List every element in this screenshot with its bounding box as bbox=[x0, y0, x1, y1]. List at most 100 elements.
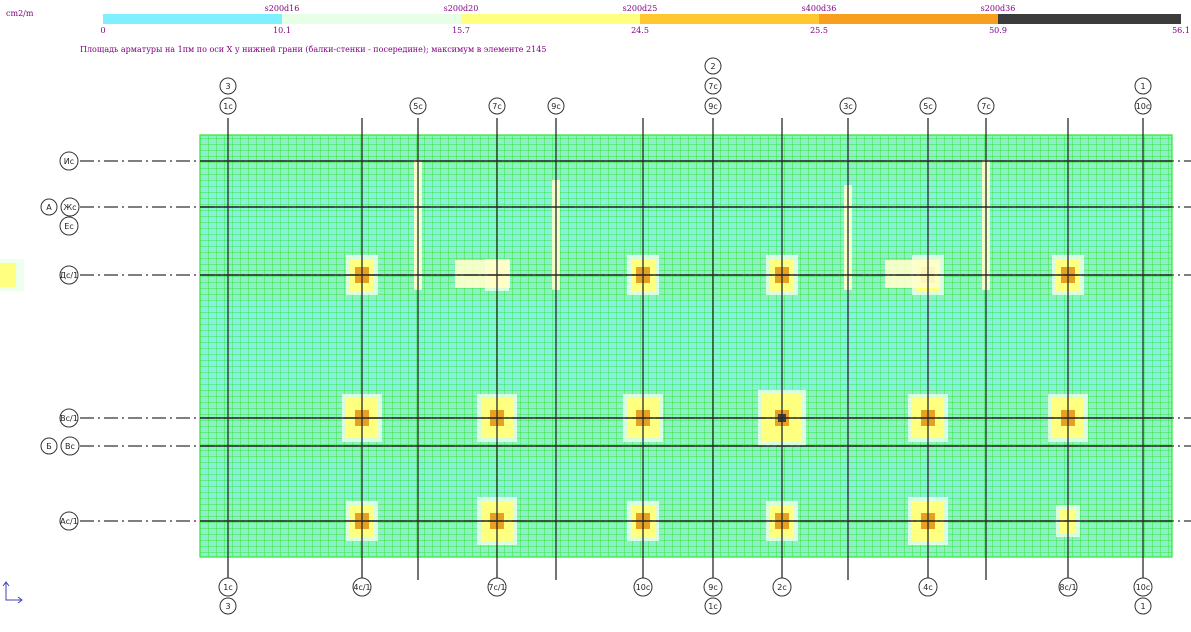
bottom-axis-marker-text: 4с/1 bbox=[353, 583, 370, 592]
top-axis-marker-text: 10с bbox=[1136, 102, 1151, 111]
left-axis-marker-shape bbox=[59, 216, 79, 236]
slab-outline bbox=[199, 134, 1173, 558]
legend-segment bbox=[819, 14, 998, 24]
top-big-axis-marker-text: 2 bbox=[710, 62, 715, 71]
legend-value-label: 24.5 bbox=[631, 26, 649, 35]
top-big-axis-marker-shape bbox=[219, 77, 237, 95]
legend-rebar-label: s200d16 bbox=[264, 4, 300, 13]
slab-contour bbox=[199, 134, 1173, 558]
bottom-axis-marker-shape bbox=[218, 577, 238, 597]
bottom-axis-marker: 4с bbox=[918, 577, 938, 597]
bottom-big-axis-marker-text: 3 bbox=[225, 602, 230, 611]
bottom-axis-marker-text: 8с/1 bbox=[1059, 583, 1076, 592]
bottom-big-axis-marker-shape bbox=[219, 597, 237, 615]
left-big-axis-marker: А bbox=[40, 198, 58, 216]
bottom-big-axis-marker-shape bbox=[704, 597, 722, 615]
left-axis-marker-shape bbox=[60, 197, 80, 217]
bottom-axis-marker: 1с bbox=[218, 577, 238, 597]
top-axis-marker-shape bbox=[839, 97, 857, 115]
legend-rebar-label: s400d36 bbox=[801, 4, 837, 13]
left-axis-marker-text: Вс/1 bbox=[60, 414, 78, 423]
left-axis-marker-shape bbox=[59, 511, 79, 531]
top-axis-marker-text: 3с bbox=[843, 102, 853, 111]
coordinate-system-indicator bbox=[0, 578, 30, 610]
top-big-axis-marker-text: 1 bbox=[1140, 82, 1145, 91]
bottom-axis-marker-shape bbox=[487, 577, 507, 597]
legend-value-label: 56.1 bbox=[1172, 26, 1190, 35]
legend-segment bbox=[282, 14, 461, 24]
bottom-axis-marker: 10с bbox=[1133, 577, 1153, 597]
bottom-axis-marker-shape bbox=[918, 577, 938, 597]
bottom-axis-marker: 2с bbox=[772, 577, 792, 597]
top-axis-marker-shape bbox=[977, 97, 995, 115]
bottom-axis-marker-text: 1с bbox=[223, 583, 233, 592]
bottom-axis-marker-shape bbox=[352, 577, 372, 597]
legend-value-label: 50.9 bbox=[989, 26, 1007, 35]
bottom-axis-marker: 8с/1 bbox=[1058, 577, 1078, 597]
left-axis-marker-shape bbox=[59, 408, 79, 428]
bottom-axis-marker: 7с/1 bbox=[487, 577, 507, 597]
left-axis-marker-shape bbox=[59, 265, 79, 285]
hotspot-yellow bbox=[885, 260, 940, 288]
bottom-axis-marker-text: 4с bbox=[923, 583, 933, 592]
left-axis-marker-text: Ис bbox=[64, 157, 74, 166]
bottom-axis-marker-shape bbox=[772, 577, 792, 597]
bottom-axis-marker-text: 9с bbox=[708, 583, 718, 592]
top-axis-marker-text: 5с bbox=[413, 102, 423, 111]
legend-rebar-label: s200d20 bbox=[443, 4, 479, 13]
left-axis-marker: Вс bbox=[60, 436, 80, 456]
legend-segment bbox=[461, 14, 640, 24]
top-axis-marker-shape bbox=[488, 97, 506, 115]
bottom-big-axis-marker-text: 1 bbox=[1140, 602, 1145, 611]
bottom-axis-marker-text: 10с bbox=[636, 583, 651, 592]
top-axis-marker: 5с bbox=[919, 97, 937, 115]
left-axis-marker-shape bbox=[59, 151, 79, 171]
bottom-axis-marker-text: 2с bbox=[777, 583, 787, 592]
legend-color-bar bbox=[103, 14, 1181, 24]
legend-value-label: 15.7 bbox=[452, 26, 470, 35]
top-big-axis-marker-shape bbox=[704, 57, 722, 75]
bottom-big-axis-marker-text: 1с bbox=[708, 602, 718, 611]
units-label: cm2/m bbox=[6, 9, 34, 18]
top-big-axis-marker: 3 bbox=[219, 77, 237, 95]
legend-value-label: 25.5 bbox=[810, 26, 828, 35]
top-big-axis-marker-text: 3 bbox=[225, 82, 230, 91]
top-big-axis-marker: 2 bbox=[704, 57, 722, 75]
left-axis-marker-text: Жс bbox=[63, 203, 76, 212]
left-axis-marker: Жс bbox=[60, 197, 80, 217]
legend-segment bbox=[103, 14, 282, 24]
top-big-axis-marker-shape bbox=[1134, 77, 1152, 95]
bottom-axis-marker: 9с bbox=[703, 577, 723, 597]
bottom-axis-marker-text: 7с/1 bbox=[488, 583, 505, 592]
bottom-axis-marker-shape bbox=[703, 577, 723, 597]
bottom-big-axis-marker: 1 bbox=[1134, 597, 1152, 615]
left-axis-marker-text: Ес bbox=[64, 222, 73, 231]
top-axis-marker-shape bbox=[409, 97, 427, 115]
top-axis-marker: 3с bbox=[839, 97, 857, 115]
diagram-title: Площадь арматуры на 1пм по оси X у нижне… bbox=[80, 45, 547, 54]
left-axis-marker-shape bbox=[60, 436, 80, 456]
legend-rebar-label: s200d36 bbox=[980, 4, 1016, 13]
top-axis-marker-text: 7с bbox=[981, 102, 991, 111]
grid-axes: 1с 5с 7с 9с 9с 3с 5с 7с 10с 7с 3 2 1 1с 4с/1 7с/1 10с 9с 2… bbox=[40, 57, 1191, 615]
top-big-axis-marker: 1 bbox=[1134, 77, 1152, 95]
top-axis-marker-text: 1с bbox=[223, 102, 233, 111]
hotspot-yellow bbox=[0, 263, 16, 287]
legend-value-label: 10.1 bbox=[273, 26, 291, 35]
top-axis-marker: 5с bbox=[409, 97, 427, 115]
left-big-axis-marker-shape bbox=[40, 198, 58, 216]
legend-value-label: 0 bbox=[100, 26, 106, 35]
top-axis-marker: 10с bbox=[1134, 97, 1152, 115]
top-axis-marker: 7с bbox=[488, 97, 506, 115]
left-axis-marker: Ис bbox=[59, 151, 79, 171]
top-axis-marker: 9с bbox=[547, 97, 565, 115]
top-axis-marker-shape bbox=[1134, 97, 1152, 115]
top-axis-marker-text: 9с bbox=[551, 102, 561, 111]
top-axis-marker-text: 7с bbox=[492, 102, 502, 111]
left-big-axis-marker: Б bbox=[40, 437, 58, 455]
bottom-axis-marker-shape bbox=[1133, 577, 1153, 597]
xy-axes-icon bbox=[2, 581, 23, 604]
top-axis-marker-shape bbox=[919, 97, 937, 115]
top-axis-marker: 7с bbox=[977, 97, 995, 115]
top-axis-marker-text: 5с bbox=[923, 102, 933, 111]
